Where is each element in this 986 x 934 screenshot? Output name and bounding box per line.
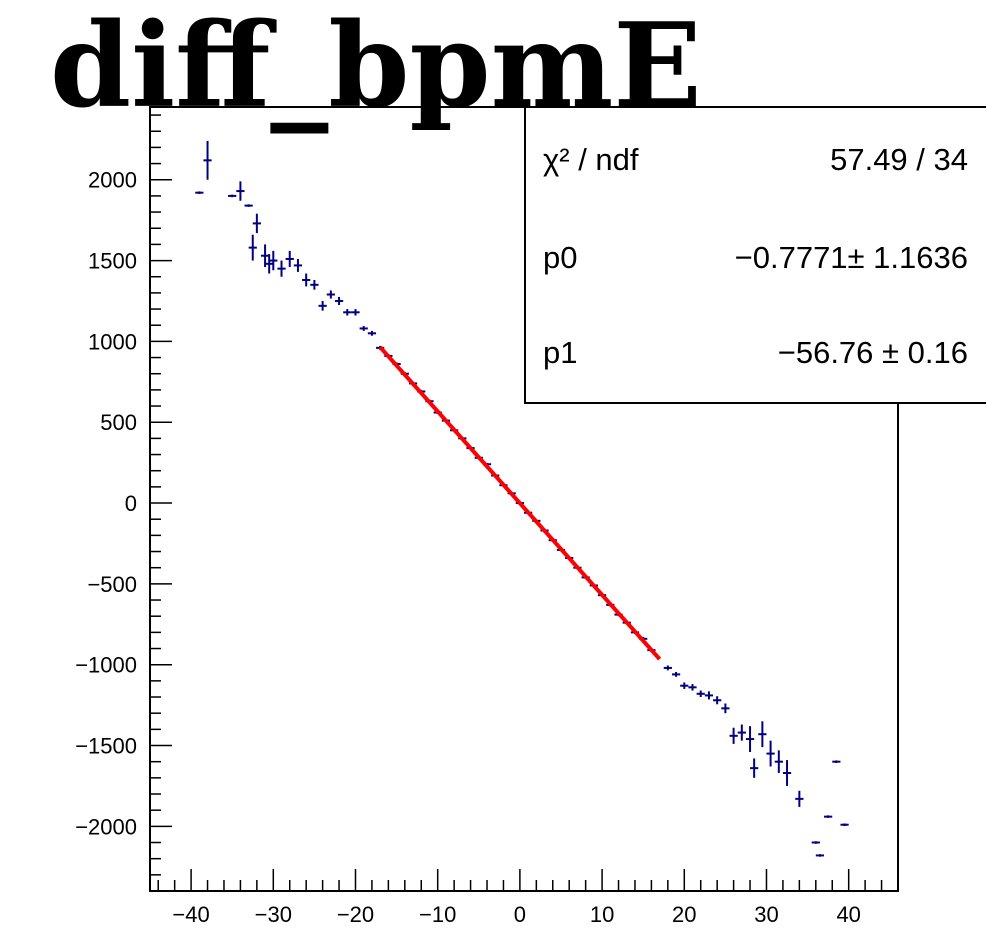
data-point: [704, 691, 714, 700]
y-tick-label: 2000: [88, 168, 137, 193]
y-tick-label: 500: [100, 410, 137, 435]
y-tick-label: −2000: [75, 814, 137, 839]
data-point: [265, 254, 274, 274]
stat-label-p0: p0: [543, 240, 577, 275]
data-point: [758, 721, 767, 748]
fit-stats-box: χ² / ndf 57.49 / 34 p0 −0.7771± 1.1636 p…: [524, 106, 986, 404]
data-point: [203, 140, 212, 180]
data-point: [252, 213, 261, 234]
data-point: [359, 326, 368, 331]
stat-value-chi2: 57.49 / 34: [830, 142, 968, 177]
data-point: [351, 309, 360, 316]
data-point: [840, 823, 849, 827]
y-tick-label: −500: [87, 572, 137, 597]
data-point: [310, 279, 319, 290]
x-tick-label: −10: [419, 902, 456, 927]
data-point: [766, 740, 775, 767]
data-point: [236, 181, 245, 201]
x-tick-label: 40: [836, 902, 860, 927]
data-point: [815, 854, 825, 857]
data-point: [318, 300, 327, 311]
data-point: [302, 273, 311, 287]
data-point: [811, 841, 820, 844]
data-point: [688, 684, 697, 691]
x-tick-label: −20: [337, 902, 374, 927]
data-point: [269, 250, 278, 271]
data-point: [195, 191, 204, 194]
data-point: [277, 260, 286, 277]
x-tick-label: 0: [514, 902, 526, 927]
data-point: [774, 750, 783, 773]
data-point: [228, 194, 237, 198]
y-tick-label: 0: [125, 491, 137, 516]
data-point: [367, 330, 377, 336]
data-point: [663, 665, 672, 671]
fit-line: [378, 345, 662, 661]
data-point: [782, 760, 792, 786]
stat-label-chi2: χ² / ndf: [543, 142, 639, 177]
data-point: [671, 671, 681, 677]
data-point: [334, 296, 344, 306]
y-tick-label: 1000: [88, 329, 137, 354]
data-point: [745, 726, 755, 752]
x-tick-label: −40: [172, 902, 209, 927]
data-point: [326, 290, 335, 299]
y-tick-label: −1500: [75, 734, 137, 759]
x-tick-label: −30: [255, 902, 292, 927]
data-point: [721, 703, 730, 714]
data-point: [248, 234, 257, 261]
stats-box-border: [524, 106, 986, 404]
data-point: [750, 758, 759, 778]
data-point: [343, 309, 352, 316]
data-point: [729, 727, 738, 744]
data-point: [285, 250, 294, 268]
stat-label-p1: p1: [543, 335, 577, 370]
data-point: [832, 760, 841, 763]
data-point: [713, 696, 722, 705]
y-tick-label: −1000: [75, 653, 137, 678]
stat-value-p0: −0.7771± 1.1636: [735, 240, 968, 275]
x-tick-label: 10: [590, 902, 614, 927]
x-tick-label: 20: [672, 902, 696, 927]
data-point: [680, 682, 689, 689]
data-point: [795, 790, 804, 807]
data-point: [737, 724, 746, 741]
data-point: [293, 258, 303, 272]
data-point: [824, 815, 833, 818]
data-point: [696, 690, 705, 698]
x-tick-label: 30: [754, 902, 778, 927]
data-point: [244, 204, 253, 207]
stat-value-p1: −56.76 ± 0.16: [778, 335, 968, 370]
y-tick-label: 1500: [88, 249, 137, 274]
